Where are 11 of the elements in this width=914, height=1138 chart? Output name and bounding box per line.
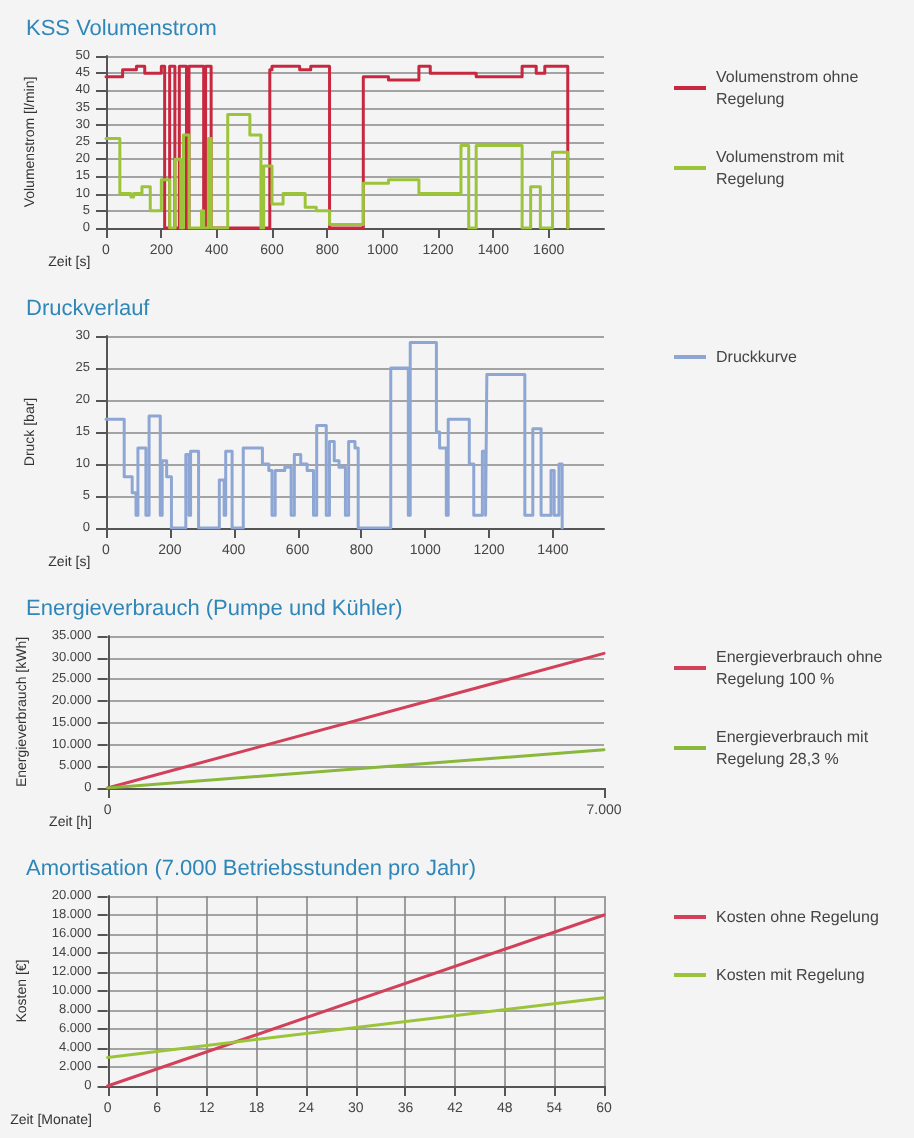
chart-title: Energieverbrauch (Pumpe und Kühler) [26, 597, 403, 621]
legend-label: Energieverbrauch mit Regelung 28,3 % [716, 728, 873, 768]
legend-label: Kosten ohne Regelung [716, 908, 879, 926]
legend-label: Druckkurve [716, 348, 799, 366]
chart-title: KSS Volumenstrom [26, 17, 217, 41]
legend-label: Volumenstrom ohne Regelung [716, 68, 863, 108]
legend-label: Energieverbrauch ohne Regelung 100 % [716, 648, 887, 688]
legend-label: Volumenstrom mit Regelung [716, 148, 849, 188]
legend-label: Kosten mit Regelung [716, 966, 865, 984]
chart-title: Amortisation (7.000 Betriebsstunden pro Jahr) [26, 857, 477, 881]
chart-title: Druckverlauf [26, 297, 152, 321]
